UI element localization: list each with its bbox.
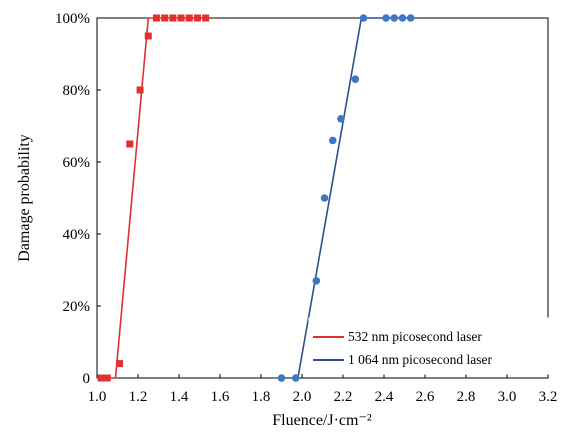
data-point-532	[161, 14, 169, 22]
x-tick-label: 3.0	[498, 389, 517, 405]
x-tick-label: 2.8	[457, 389, 476, 405]
data-point-1064	[359, 14, 368, 22]
y-axis-ticks: 0 20% 40% 60% 80% 100%	[55, 11, 101, 387]
data-point-1064	[292, 374, 300, 382]
data-point-532	[103, 374, 111, 382]
data-point-1064	[390, 14, 399, 22]
x-tick-label: 1.6	[211, 389, 230, 405]
series-layer	[97, 14, 417, 382]
legend-box	[308, 317, 549, 375]
x-axis-label: Fluence/J·cm⁻²	[272, 412, 372, 429]
data-point-532	[169, 14, 177, 22]
data-point-532	[177, 14, 185, 22]
data-point-532	[136, 86, 144, 94]
x-tick-label: 1.0	[88, 389, 107, 405]
data-point-532	[202, 14, 210, 22]
data-point-1064	[320, 194, 329, 202]
data-point-1064	[406, 14, 415, 22]
plot-frame	[96, 17, 549, 379]
data-point-532	[126, 140, 134, 148]
data-point-1064	[277, 374, 286, 382]
x-tick-label: 3.2	[539, 389, 558, 405]
y-tick-label: 40%	[63, 227, 91, 243]
data-point-1064	[328, 136, 337, 145]
legend: 532 nm picosecond laser 1 064 nm picosec…	[308, 317, 549, 375]
data-point-532	[193, 14, 201, 22]
y-tick-label: 60%	[63, 155, 91, 171]
data-point-1064	[398, 14, 407, 22]
y-tick-label: 100%	[55, 11, 90, 27]
data-point-532	[116, 360, 124, 368]
x-tick-label: 2.6	[416, 389, 435, 405]
y-axis-label: Damage probability	[16, 134, 33, 262]
x-tick-label: 1.2	[129, 389, 148, 405]
data-point-1064	[382, 14, 390, 22]
data-point-532	[185, 14, 193, 22]
data-point-532	[152, 14, 160, 22]
legend-label-532: 532 nm picosecond laser	[348, 329, 482, 344]
data-point-532	[97, 374, 105, 382]
x-tick-label: 2.2	[334, 389, 353, 405]
y-tick-label: 0	[83, 371, 91, 387]
data-point-1064	[312, 277, 321, 285]
x-tick-label: 2.0	[293, 389, 312, 405]
x-axis-ticks: 1.0 1.2 1.4 1.6 1.8 2.0 2.2 2.4 2.6 2.8 3.0 3.2	[88, 374, 558, 405]
y-tick-label: 20%	[63, 299, 91, 315]
x-tick-label: 2.4	[375, 389, 394, 405]
legend-label-1064: 1 064 nm picosecond laser	[348, 352, 492, 367]
x-tick-label: 1.4	[170, 389, 189, 405]
data-point-1064	[351, 75, 360, 83]
data-point-532	[144, 32, 152, 40]
x-tick-label: 1.8	[252, 389, 271, 405]
y-tick-label: 80%	[63, 83, 91, 99]
data-point-1064	[337, 115, 345, 123]
fit-line-532	[97, 17, 210, 379]
